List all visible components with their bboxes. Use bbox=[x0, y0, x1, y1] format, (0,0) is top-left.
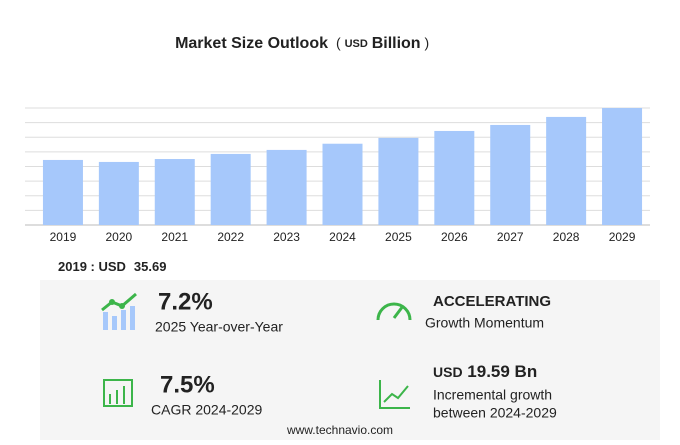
summary-panel bbox=[40, 280, 660, 440]
momentum-icon bbox=[376, 302, 412, 321]
bar bbox=[98, 161, 139, 225]
x-tick-label: 2027 bbox=[497, 230, 524, 244]
yoy-icon bbox=[101, 292, 137, 330]
x-tick-label: 2019 bbox=[50, 230, 77, 244]
bar bbox=[322, 143, 363, 225]
x-tick-label: 2020 bbox=[106, 230, 133, 244]
plot: 2019 2020 2021 2022 2023 2024 2025 2026 2027 2028… bbox=[25, 107, 650, 244]
yoy-value: 7.2% bbox=[158, 288, 213, 315]
incremental-label: Incremental growth bbox=[433, 387, 552, 403]
bar bbox=[434, 130, 475, 225]
x-tick-label: 2025 bbox=[385, 230, 412, 244]
x-tick-label: 2028 bbox=[553, 230, 580, 244]
bar bbox=[490, 124, 531, 225]
bar bbox=[210, 153, 251, 225]
cagr-label: CAGR 2024-2029 bbox=[151, 402, 263, 418]
bar bbox=[42, 159, 83, 225]
x-tick-label: 2022 bbox=[217, 230, 244, 244]
bar bbox=[154, 159, 195, 225]
momentum-label: Growth Momentum bbox=[425, 315, 544, 331]
bar bbox=[378, 137, 419, 225]
cagr-value: 7.5% bbox=[160, 371, 215, 398]
bar bbox=[602, 108, 643, 225]
footer: www.technavio.com bbox=[286, 423, 393, 437]
unit-prefix: USD bbox=[345, 38, 368, 50]
bar bbox=[546, 116, 587, 225]
unit: ( USD Billion ) bbox=[336, 35, 429, 53]
x-tick-label: 2023 bbox=[273, 230, 300, 244]
x-tick-label: 2024 bbox=[329, 230, 356, 244]
base-value: 2019 : USD 35.69 bbox=[58, 259, 166, 274]
incremental-number: 19.59 Bn bbox=[467, 362, 537, 381]
momentum-value: ACCELERATING bbox=[433, 293, 551, 310]
base-number: 35.69 bbox=[134, 259, 167, 274]
incremental-icon bbox=[379, 380, 410, 409]
yoy-label: 2025 Year-over-Year bbox=[155, 319, 283, 335]
chart-title: Market Size Outlook bbox=[175, 35, 328, 52]
cagr-icon bbox=[103, 379, 133, 407]
incremental-prefix: USD bbox=[433, 364, 463, 380]
x-tick-label: 2029 bbox=[609, 230, 636, 244]
unit-name: Billion bbox=[372, 35, 421, 52]
bar bbox=[266, 149, 307, 225]
x-tick-label: 2026 bbox=[441, 230, 468, 244]
incremental-label: between 2024-2029 bbox=[433, 405, 557, 421]
x-tick-label: 2021 bbox=[161, 230, 188, 244]
incremental-value: USD 19.59 Bn bbox=[433, 362, 537, 381]
base-label: 2019 : USD bbox=[58, 259, 126, 274]
